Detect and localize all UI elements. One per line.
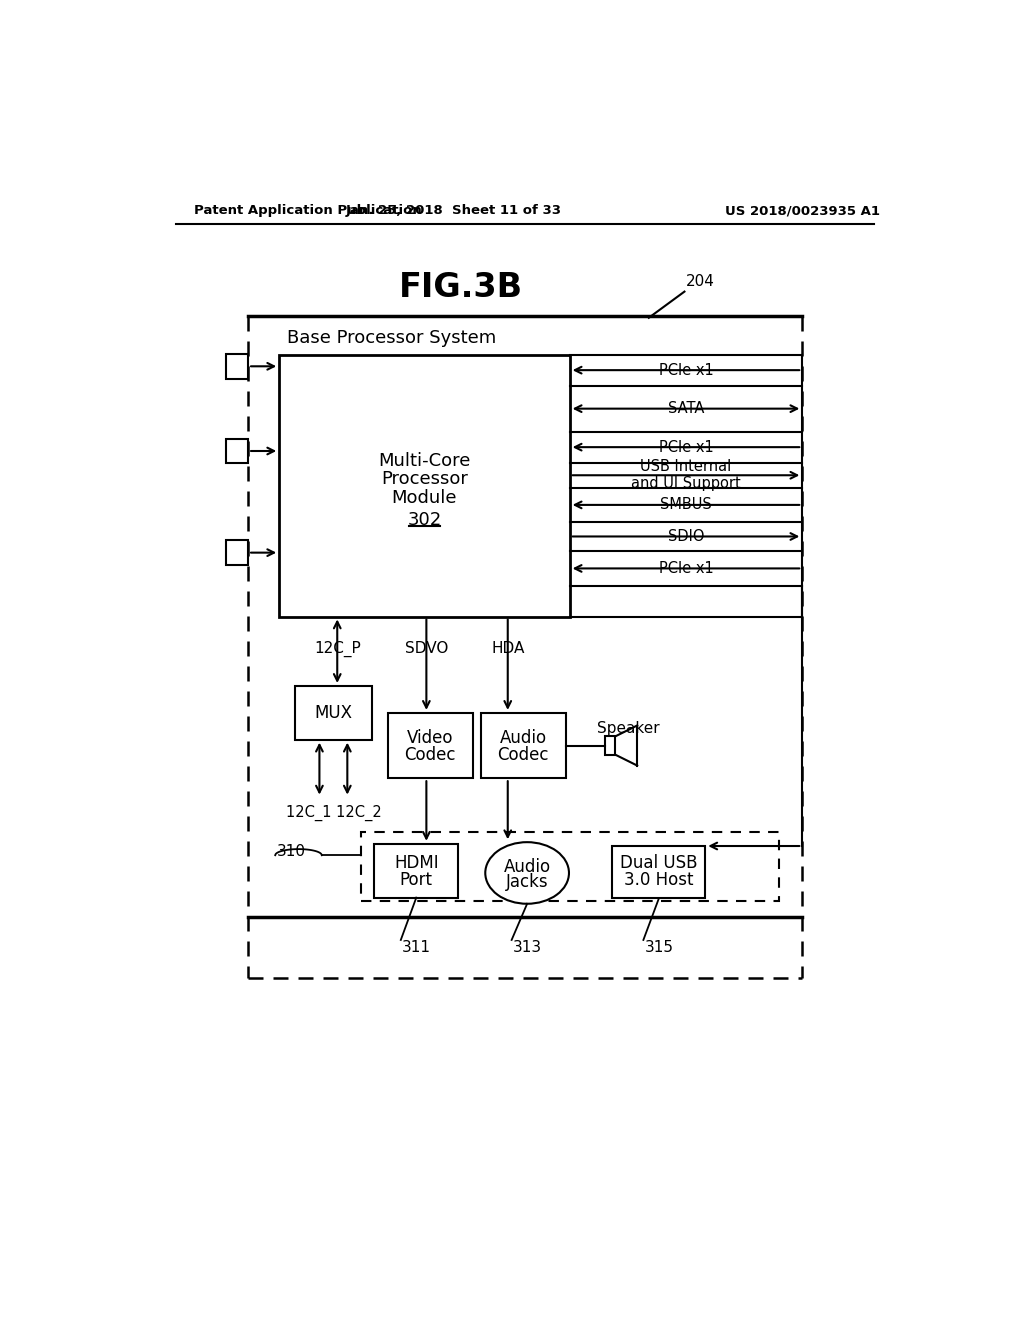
Text: HDA: HDA	[492, 642, 524, 656]
Text: PCIe x1: PCIe x1	[658, 561, 714, 576]
Text: Jan. 25, 2018  Sheet 11 of 33: Jan. 25, 2018 Sheet 11 of 33	[345, 205, 561, 218]
Bar	[388, 713, 473, 779]
Bar	[604, 737, 615, 755]
Text: PCIe x1: PCIe x1	[658, 363, 714, 378]
Text: 315: 315	[644, 940, 674, 956]
Text: Speaker: Speaker	[597, 721, 659, 737]
Text: 310: 310	[276, 843, 306, 859]
Text: 3.0 Host: 3.0 Host	[624, 871, 693, 888]
Text: Base Processor System: Base Processor System	[287, 329, 496, 347]
Bar	[226, 540, 248, 565]
Text: PCIe x1: PCIe x1	[658, 440, 714, 454]
Text: USB Internal
and UI Support: USB Internal and UI Support	[631, 459, 741, 491]
Bar	[226, 354, 248, 379]
Bar	[360, 832, 779, 902]
Text: Audio: Audio	[504, 858, 551, 875]
Text: 204: 204	[686, 275, 715, 289]
Text: Codec: Codec	[498, 746, 549, 764]
Text: Port: Port	[399, 871, 433, 888]
Text: 12C_P: 12C_P	[314, 640, 360, 657]
Text: 311: 311	[401, 940, 431, 956]
Text: Video: Video	[407, 729, 454, 747]
Text: Dual USB: Dual USB	[621, 854, 697, 873]
Bar	[480, 713, 566, 779]
Text: Audio: Audio	[500, 729, 547, 747]
Bar	[375, 843, 458, 898]
Text: FIG.3B: FIG.3B	[399, 272, 523, 305]
Bar	[280, 355, 569, 616]
Text: MUX: MUX	[314, 704, 352, 722]
Text: Jacks: Jacks	[506, 874, 549, 891]
Text: 12C_1 12C_2: 12C_1 12C_2	[286, 805, 381, 821]
Bar	[612, 846, 706, 899]
Text: 302: 302	[408, 511, 441, 529]
Text: Codec: Codec	[404, 746, 456, 764]
Text: US 2018/0023935 A1: US 2018/0023935 A1	[725, 205, 880, 218]
Text: SDVO: SDVO	[404, 642, 449, 656]
Text: 313: 313	[513, 940, 542, 956]
Text: Patent Application Publication: Patent Application Publication	[194, 205, 422, 218]
Bar	[295, 686, 372, 739]
Text: HDMI: HDMI	[394, 854, 438, 873]
Bar	[226, 438, 248, 463]
Text: Multi-Core: Multi-Core	[378, 451, 471, 470]
Text: SDIO: SDIO	[668, 529, 705, 544]
Text: SATA: SATA	[668, 401, 705, 416]
Ellipse shape	[485, 842, 569, 904]
Text: SMBUS: SMBUS	[660, 498, 712, 512]
Text: Processor: Processor	[381, 470, 468, 488]
Text: Module: Module	[392, 488, 457, 507]
